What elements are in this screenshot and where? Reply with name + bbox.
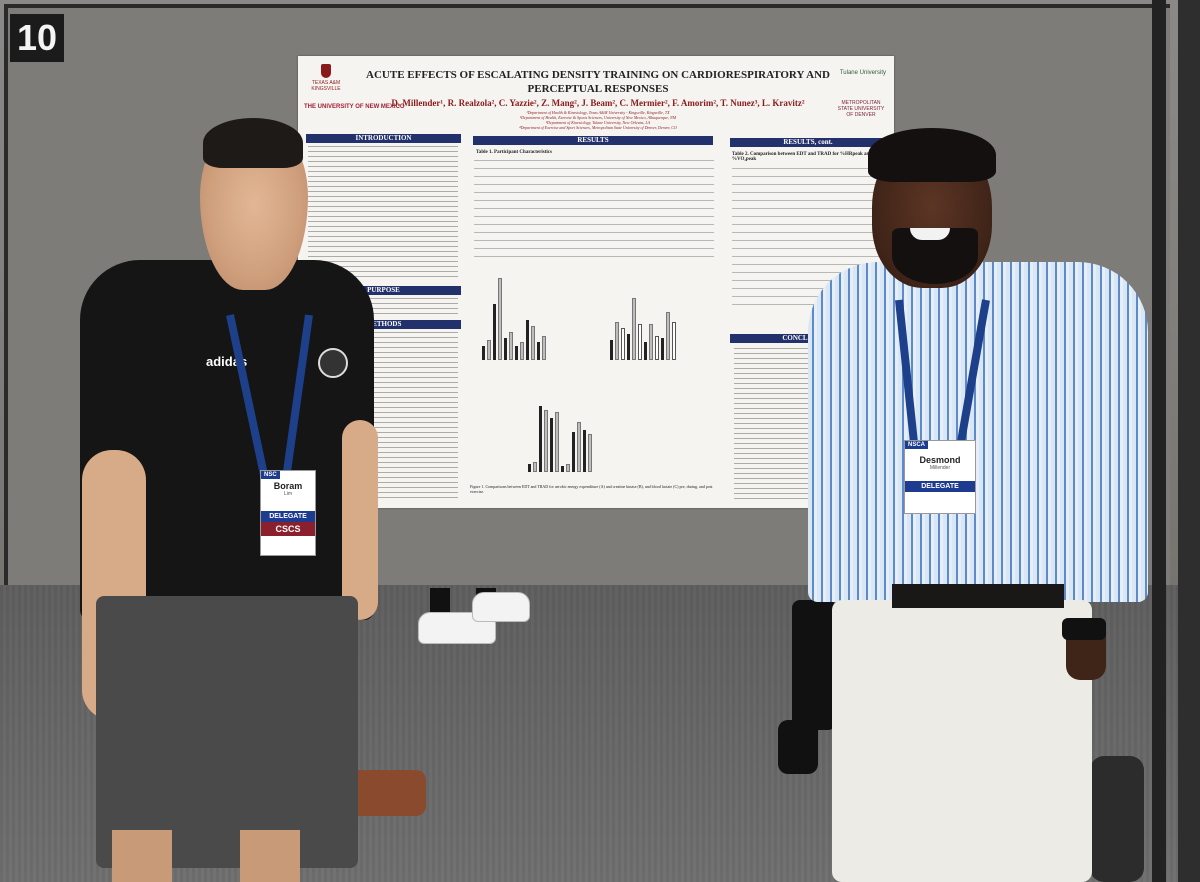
booth-pole (1152, 0, 1166, 882)
left-person-shorts (96, 596, 358, 868)
research-poster: TEXAS A&M KINGSVILLE THE UNIVERSITY OF N… (298, 56, 894, 508)
background-leg (792, 600, 836, 730)
right-person-striped-shirt (808, 262, 1148, 602)
poster-authors: D. Millender¹, R. Realzola², C. Yazzie²,… (391, 98, 805, 108)
right-name-badge: NSCA Desmond Millender DELEGATE (904, 440, 976, 514)
msu-logo: METROPOLITAN STATE UNIVERSITY OF DENVER (837, 100, 885, 118)
tulane-logo: Tulane University (839, 70, 886, 76)
purpose-heading: PURPOSE (306, 286, 461, 295)
left-person-arm (342, 420, 378, 620)
left-person-leg (240, 830, 300, 882)
right-person-pants (832, 600, 1092, 882)
tamuk-logo: TEXAS A&M KINGSVILLE (306, 64, 346, 92)
booth-pole-right (1178, 0, 1200, 882)
table1 (474, 160, 714, 264)
background-leg (430, 588, 450, 618)
table2-title: Table 2. Comparison between EDT and TRAD… (732, 152, 873, 162)
board-number: 10 (10, 14, 64, 62)
unm-logo: THE UNIVERSITY OF NEW MEXICO (304, 104, 405, 110)
left-person-leg (112, 830, 172, 882)
shirt-crest-icon (318, 348, 348, 378)
figure-c-bars (528, 376, 592, 472)
table1-title: Table 1. Participant Characteristics (476, 150, 552, 155)
results-heading: RESULTS (473, 136, 713, 145)
right-person-hair (868, 128, 996, 182)
smartwatch (1062, 618, 1106, 640)
figure-a-bars (482, 270, 546, 360)
results-cont-heading: RESULTS, cont. (730, 138, 886, 147)
figure-b-bars (610, 286, 676, 360)
poster-affiliations: ¹Department of Health & Kinesiology, Tex… (519, 110, 677, 130)
right-person-smile (910, 228, 950, 240)
poster-title: ACUTE EFFECTS OF ESCALATING DENSITY TRAI… (366, 69, 830, 95)
backpack (1090, 756, 1144, 882)
introduction-heading: INTRODUCTION (306, 134, 461, 143)
background-shoe (778, 720, 818, 774)
methods-heading: METHODS (306, 320, 461, 329)
right-person-belt (892, 584, 1064, 608)
left-person-hair (203, 118, 303, 168)
left-name-badge: NSC Boram Lim DELEGATE CSCS (260, 470, 316, 556)
background-sneaker (472, 592, 530, 622)
introduction-text (308, 146, 458, 281)
figure-caption: Figure 1. Comparisons between EDT and TR… (470, 484, 713, 494)
